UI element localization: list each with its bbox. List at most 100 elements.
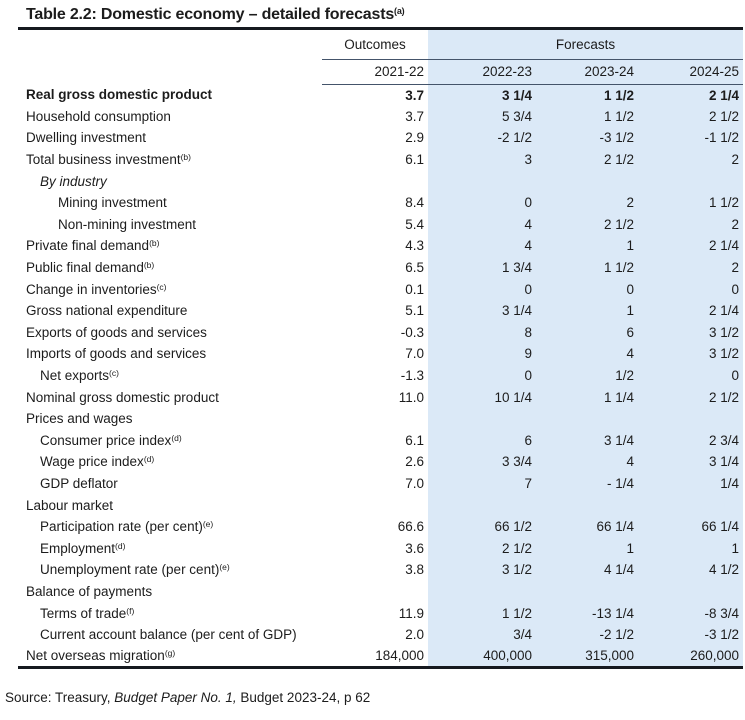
outcome-value: 0.1 <box>405 281 424 297</box>
footnote-marker: (e) <box>202 519 214 530</box>
forecast-value: 66 1/4 <box>536 515 638 538</box>
row-label: Nominal gross domestic product <box>26 389 219 405</box>
forecast-value: 1 <box>536 537 638 560</box>
row-label: By industry <box>40 173 107 189</box>
table-row: Net overseas migration(g) 184,000 400,000 3… <box>18 645 744 669</box>
outcome-value: -0.3 <box>400 324 424 340</box>
section-row: Balance of payments <box>18 580 744 603</box>
outcome-value: 7.0 <box>405 346 424 362</box>
footnote-marker: (f) <box>126 605 135 616</box>
forecast-value: 1/4 <box>638 472 744 495</box>
forecast-value: 3 1/2 <box>428 559 536 581</box>
forecast-value: -13 1/4 <box>536 602 638 624</box>
forecast-value: 4 1/4 <box>536 559 638 581</box>
forecast-value <box>638 494 744 516</box>
table-row: Unemployment rate (per cent)(e) 3.8 3 1/2 4… <box>18 559 744 581</box>
table-row: Consumer price index(d) 6.1 6 3 1/4 2 3/4 <box>18 429 744 452</box>
outcome-value <box>322 494 428 516</box>
footnote-marker: (b) <box>143 260 155 271</box>
table-row: Current account balance (per cent of GDP… <box>18 623 744 646</box>
row-label: Non-mining investment <box>58 216 197 232</box>
table-row: Participation rate (per cent)(e) 66.6 66 1… <box>18 515 744 538</box>
table-title-text: Table 2.2: Domestic economy – detailed f… <box>26 6 395 23</box>
forecast-value <box>428 407 536 430</box>
forecast-value <box>428 170 536 192</box>
outcome-value: 5.4 <box>405 216 424 232</box>
footnote-marker: (b) <box>180 152 191 163</box>
row-label: Dwelling investment <box>26 130 147 146</box>
table-row: Real gross domestic product 3.7 3 1/4 1 1/2… <box>18 84 744 106</box>
table-row: Non-mining investment 5.4 4 2 1/2 2 <box>18 213 744 236</box>
outcome-value: 3.6 <box>405 540 424 556</box>
footnote-marker: (g) <box>164 647 176 658</box>
row-label: Net exports(c) <box>40 368 119 384</box>
row-label: Real gross domestic product <box>26 87 213 103</box>
footnote-marker: (c) <box>109 368 119 379</box>
row-label: Wage price index(d) <box>40 454 155 470</box>
forecast-value: 9 <box>428 343 536 365</box>
forecast-value: 1 1/2 <box>536 105 638 128</box>
row-label: Employment(d) <box>40 540 126 556</box>
outcome-value <box>322 408 428 430</box>
row-label: Household consumption <box>26 108 171 124</box>
section-row: Labour market <box>18 494 744 516</box>
forecast-value: 0 <box>638 278 744 300</box>
row-label: Private final demand(b) <box>26 238 160 254</box>
row-label: Mining investment <box>58 195 167 211</box>
forecast-value: 3 1/4 <box>428 299 536 322</box>
table-row: Imports of goods and services 7.0 9 4 3 1/2 <box>18 343 744 365</box>
footnote-marker: (d) <box>171 432 182 443</box>
forecast-value: 1 1/2 <box>428 602 536 624</box>
forecast-value: 3 1/4 <box>428 84 536 106</box>
outcome-value: 2.0 <box>405 627 424 643</box>
year-header-2022-23: 2022-23 <box>428 59 536 85</box>
forecast-value: 6 <box>536 321 638 344</box>
forecast-value: 3 1/2 <box>638 321 744 344</box>
table-row: Private final demand(b) 4.3 4 1 2 1/4 <box>18 235 744 257</box>
forecast-value: 2 <box>638 256 744 279</box>
forecast-value: 2 1/2 <box>536 148 638 171</box>
forecast-value: 2 3/4 <box>638 429 744 452</box>
row-label: Net overseas migration(g) <box>18 645 322 669</box>
forecast-value: 1 1/4 <box>536 386 638 408</box>
outcome-value: 66.6 <box>397 519 424 535</box>
outcome-value: 2.9 <box>405 130 424 146</box>
forecast-value: -3 1/2 <box>536 127 638 149</box>
footnote-marker: (d) <box>115 540 126 551</box>
outcome-value: 3.7 <box>405 108 424 124</box>
forecast-value: 0 <box>428 364 536 387</box>
header-empty-cell <box>18 59 322 84</box>
outcome-value: 6.1 <box>405 152 424 168</box>
table-row: Gross national expenditure 5.1 3 1/4 1 2 1/4 <box>18 299 744 322</box>
forecast-value: -2 1/2 <box>536 623 638 646</box>
forecast-value: 2 1/2 <box>638 386 744 408</box>
forecast-value: 3 1/4 <box>536 429 638 452</box>
forecast-value: 1/2 <box>536 364 638 387</box>
forecast-value: 3 3/4 <box>428 451 536 473</box>
forecast-value: 1 3/4 <box>428 256 536 279</box>
table-row: GDP deflator 7.0 7- 1/4 1/4 <box>18 472 744 495</box>
row-label: Labour market <box>26 497 114 513</box>
forecast-value: 7 <box>428 472 536 495</box>
forecast-value: 4 1/2 <box>638 559 744 581</box>
row-label: Balance of payments <box>26 583 153 599</box>
forecast-value: 3/4 <box>428 623 536 646</box>
row-label: Prices and wages <box>26 411 133 427</box>
row-label: Exports of goods and services <box>26 324 207 340</box>
outcome-value: 8.4 <box>405 195 424 211</box>
outcome-value: 2.6 <box>405 454 424 470</box>
forecasts-column-header: Forecasts <box>428 30 744 60</box>
forecast-value: 1 1/2 <box>536 256 638 279</box>
outcome-value: 4.3 <box>405 238 424 254</box>
outcome-value: 3.7 <box>405 87 424 103</box>
year-header-2021-22: 2021-22 <box>322 59 428 85</box>
forecast-value: 5 3/4 <box>428 105 536 128</box>
forecast-value: 4 <box>536 451 638 473</box>
forecast-value <box>536 580 638 603</box>
source-suffix: Budget 2023-24, p 62 <box>236 689 371 705</box>
forecast-value: 315,000 <box>536 645 638 669</box>
section-row: Prices and wages <box>18 407 744 430</box>
outcome-value <box>322 581 428 603</box>
row-label: GDP deflator <box>40 475 118 491</box>
row-label: Change in inventories(c) <box>26 281 167 297</box>
